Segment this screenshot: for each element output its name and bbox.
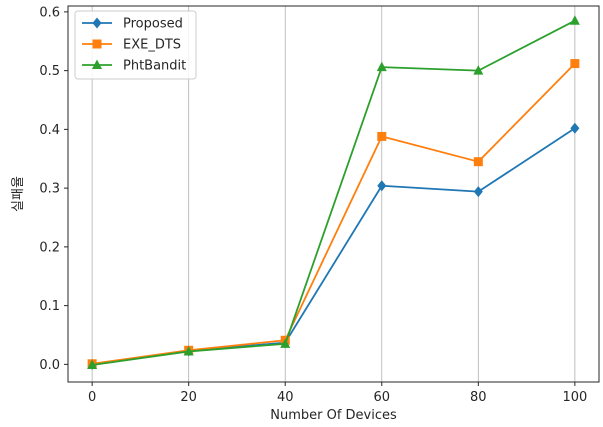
y-tick-label-3: 0.3 — [39, 182, 60, 197]
data-point-2-0 — [87, 359, 98, 369]
legend-label-0: Proposed — [123, 17, 183, 32]
data-point-2-3 — [376, 61, 387, 72]
series-phtbandit — [87, 15, 580, 369]
legend-label-1: EXE_DTS — [123, 38, 181, 53]
legend-item-0: Proposed — [82, 17, 183, 32]
data-point-0-3 — [377, 180, 387, 192]
series-proposed — [87, 122, 580, 370]
x-tick-label-3: 60 — [373, 390, 390, 405]
x-tick-label-5: 100 — [562, 390, 587, 405]
x-tick-label-2: 40 — [277, 390, 294, 405]
x-tick-label-1: 20 — [180, 390, 197, 405]
series-exe-dts — [87, 59, 580, 369]
legend: Proposed EXE_DTS PhtBandit — [74, 10, 197, 80]
y-tick-label-5: 0.5 — [39, 64, 60, 79]
y-tick-label-6: 0.6 — [39, 5, 60, 20]
data-point-1-5 — [570, 59, 580, 69]
series-line-1 — [92, 62, 576, 365]
data-point-1-4 — [473, 157, 483, 167]
y-tick-label-2: 0.2 — [39, 240, 60, 255]
data-point-2-5 — [569, 15, 580, 25]
plot-frame — [67, 5, 600, 383]
y-tick-label-1: 0.1 — [39, 299, 60, 314]
series-line-2 — [92, 19, 576, 366]
y-tick-label-0: 0.0 — [39, 358, 60, 373]
legend-item-2: PhtBandit — [82, 59, 186, 74]
data-point-1-3 — [377, 131, 387, 141]
legend-item-1: EXE_DTS — [82, 38, 181, 53]
y-axis-label: 실패율 — [11, 176, 26, 212]
series-line-0 — [92, 127, 576, 366]
legend-marker-1 — [92, 39, 102, 49]
y-axis-ticks: 0.0 0.1 0.2 0.3 0.4 0.5 0.6 — [39, 5, 68, 373]
x-tick-label-4: 80 — [470, 390, 487, 405]
data-point-0-4 — [473, 186, 483, 198]
y-tick-label-4: 0.4 — [39, 123, 60, 138]
series-layer — [87, 15, 580, 370]
x-axis-label: Number Of Devices — [270, 408, 397, 423]
legend-box — [74, 10, 197, 80]
x-tick-label-0: 0 — [88, 390, 96, 405]
x-axis-ticks: 0 20 40 60 80 100 — [88, 382, 587, 405]
legend-label-2: PhtBandit — [123, 59, 186, 74]
data-point-2-2 — [280, 338, 291, 348]
legend-marker-0 — [92, 17, 102, 29]
data-point-0-5 — [570, 122, 580, 134]
legend-marker-2 — [92, 59, 102, 69]
data-point-2-4 — [473, 65, 484, 75]
data-point-2-1 — [183, 345, 194, 356]
